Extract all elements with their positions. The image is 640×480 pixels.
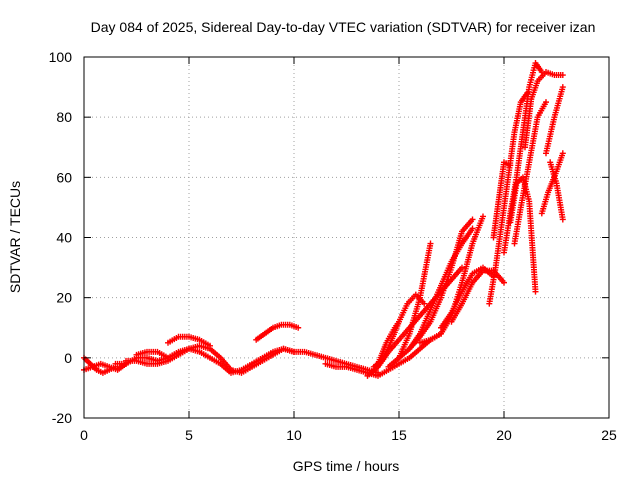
y-tick-label: 20 xyxy=(56,290,72,306)
x-tick-label: 10 xyxy=(286,427,302,443)
data-point xyxy=(165,354,171,361)
series-arc-6 xyxy=(165,333,213,349)
x-tick-label: 25 xyxy=(601,427,617,443)
series-arc-18 xyxy=(448,267,507,325)
series-arc-5 xyxy=(133,348,171,361)
data-point xyxy=(207,342,213,349)
series-arc-22 xyxy=(507,174,539,295)
y-tick-label: 40 xyxy=(56,230,72,246)
series-arc-4 xyxy=(123,342,297,376)
series-arc-12 xyxy=(375,318,402,367)
chart-title: Day 084 of 2025, Sidereal Day-to-day VTE… xyxy=(91,19,596,35)
y-tick-label: 100 xyxy=(49,49,73,65)
y-tick-label: 60 xyxy=(56,169,72,185)
y-tick-label: 0 xyxy=(64,350,72,366)
data-point xyxy=(480,213,486,220)
data-point xyxy=(559,84,566,91)
x-axis-label: GPS time / hours xyxy=(293,458,400,474)
series-arc-7 xyxy=(253,321,302,343)
data-point xyxy=(469,225,476,232)
data-point xyxy=(559,72,566,79)
data-point xyxy=(421,300,428,307)
data-point xyxy=(469,216,476,223)
data-point xyxy=(507,162,514,169)
axis-ticks: 0 5 10 15 20 25 -20 0 20 40 60 80 100 xyxy=(49,49,617,443)
x-tick-label: 0 xyxy=(80,427,88,443)
y-axis-label: SDTVAR / TECUs xyxy=(7,181,23,293)
series-arc-20 xyxy=(490,159,514,241)
series-arc-24 xyxy=(522,69,566,151)
series-arc-15 xyxy=(406,216,476,352)
series-arc-26 xyxy=(543,84,566,157)
series-arc-27 xyxy=(547,159,566,223)
series-arc-25 xyxy=(538,150,566,217)
y-tick-label: 80 xyxy=(56,109,72,125)
data-point xyxy=(295,324,302,331)
series-arc-14 xyxy=(396,240,434,361)
x-tick-label: 15 xyxy=(391,427,407,443)
data-points xyxy=(81,60,566,379)
x-tick-label: 20 xyxy=(496,427,512,443)
data-point xyxy=(559,150,566,157)
y-tick-label: -20 xyxy=(52,410,72,426)
x-tick-label: 5 xyxy=(185,427,193,443)
series-arc-23 xyxy=(511,99,549,247)
data-point xyxy=(501,279,507,286)
data-point xyxy=(427,240,434,247)
data-point xyxy=(459,264,465,271)
series-arc-19 xyxy=(486,90,531,307)
data-point xyxy=(543,99,549,106)
series-arc-21 xyxy=(501,60,545,256)
data-point xyxy=(532,288,539,295)
data-point xyxy=(559,216,566,223)
data-point xyxy=(396,318,402,325)
